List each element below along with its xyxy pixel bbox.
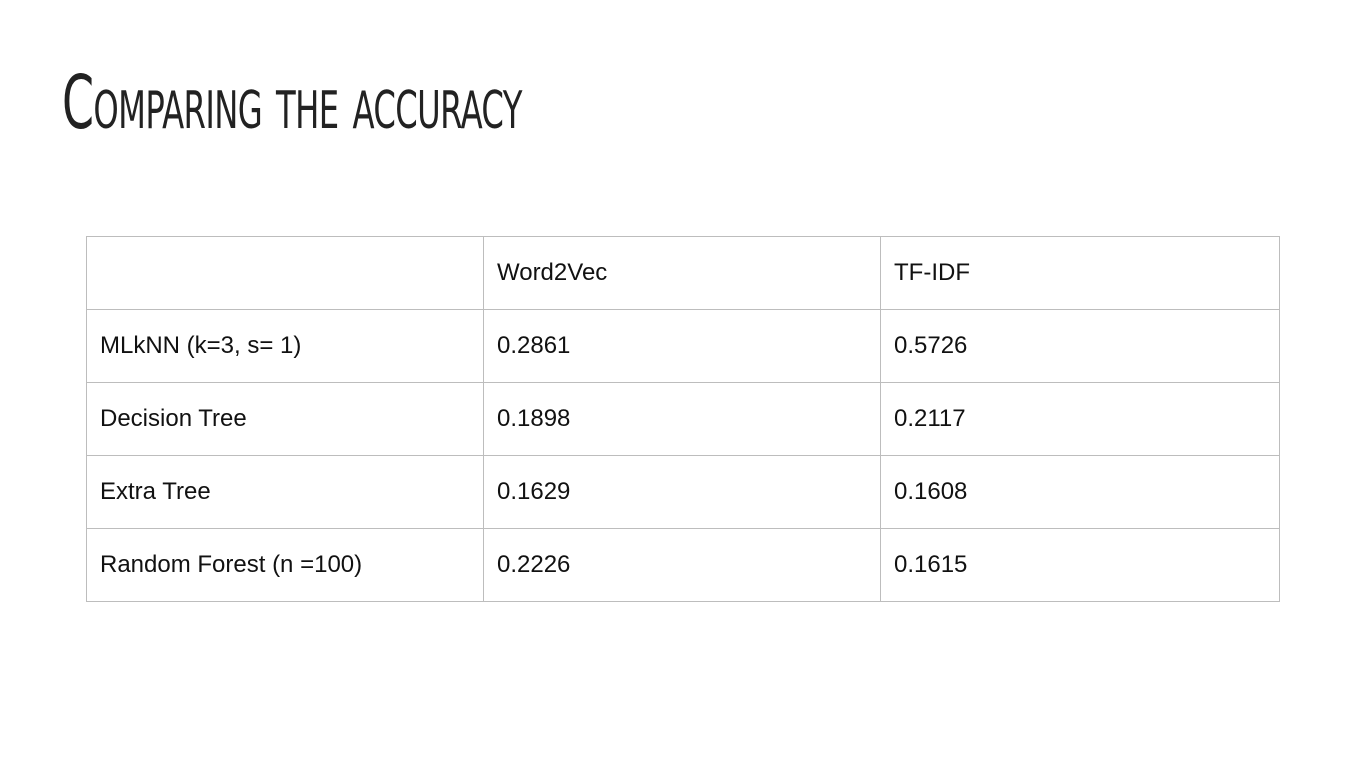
word2vec-value-cell: 0.2861 xyxy=(483,309,881,383)
table-header-row: Word2Vec TF-IDF xyxy=(86,236,1280,310)
accuracy-table: Word2Vec TF-IDF MLkNN (k=3, s= 1) 0.2861… xyxy=(86,236,1280,602)
table-header-cell: Word2Vec xyxy=(483,236,881,310)
tfidf-value-cell: 0.1615 xyxy=(880,528,1280,602)
table-row: Extra Tree 0.1629 0.1608 xyxy=(86,455,1280,529)
table-row: Decision Tree 0.1898 0.2117 xyxy=(86,382,1280,456)
word2vec-value-cell: 0.1898 xyxy=(483,382,881,456)
table-header-cell: TF-IDF xyxy=(880,236,1280,310)
word2vec-value-cell: 0.1629 xyxy=(483,455,881,529)
model-name-cell: MLkNN (k=3, s= 1) xyxy=(86,309,484,383)
tfidf-value-cell: 0.5726 xyxy=(880,309,1280,383)
model-name-cell: Random Forest (n =100) xyxy=(86,528,484,602)
model-name-cell: Extra Tree xyxy=(86,455,484,529)
table-row: MLkNN (k=3, s= 1) 0.2861 0.5726 xyxy=(86,309,1280,383)
tfidf-value-cell: 0.2117 xyxy=(880,382,1280,456)
tfidf-value-cell: 0.1608 xyxy=(880,455,1280,529)
table-header-cell xyxy=(86,236,484,310)
table-row: Random Forest (n =100) 0.2226 0.1615 xyxy=(86,528,1280,602)
word2vec-value-cell: 0.2226 xyxy=(483,528,881,602)
slide-title: Comparing the accuracy xyxy=(62,60,522,146)
model-name-cell: Decision Tree xyxy=(86,382,484,456)
